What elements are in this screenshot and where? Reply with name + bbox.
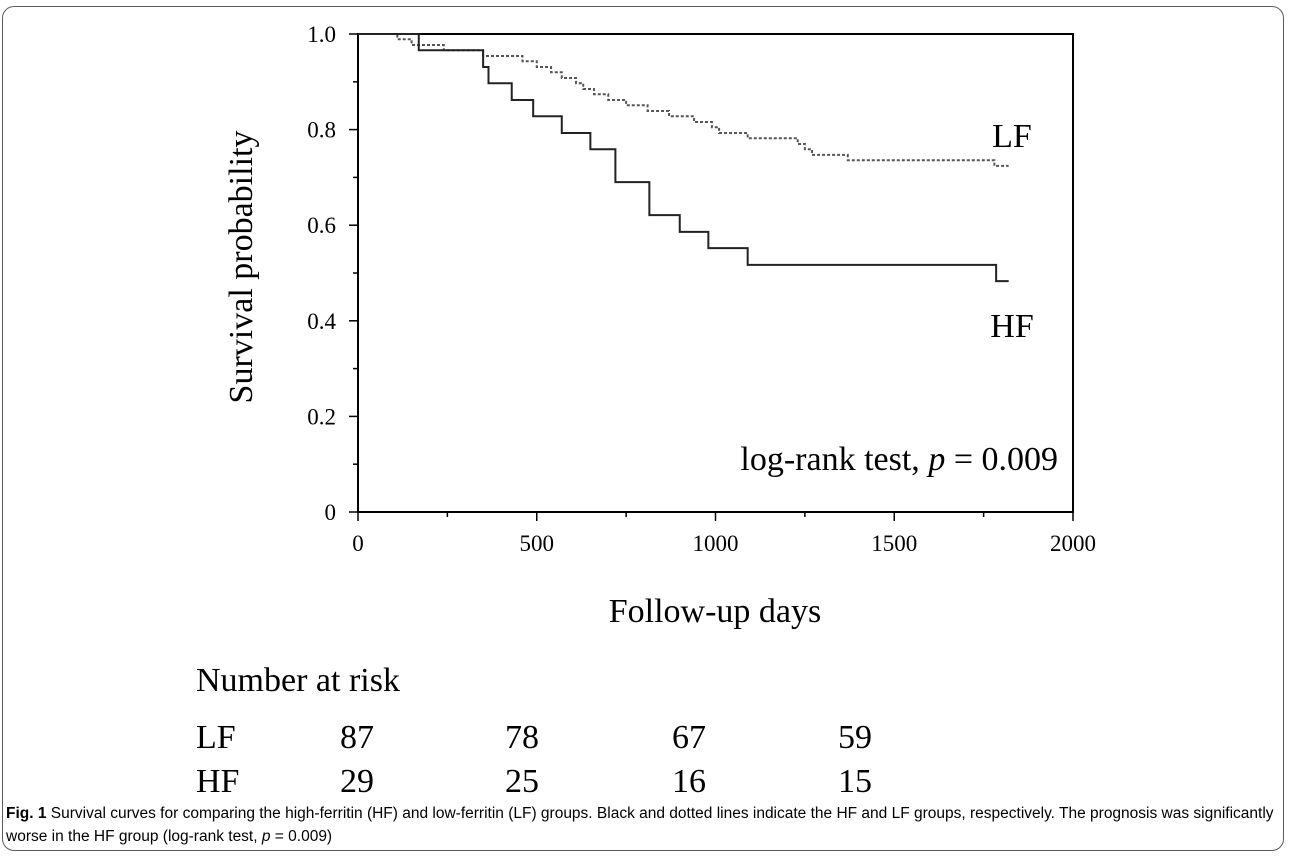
risk-value-lf-1000: 67: [672, 719, 706, 756]
y-axis-title: Survival probability: [223, 131, 260, 404]
x-tick-label: 500: [520, 531, 555, 556]
figure-number: Fig. 1: [6, 805, 47, 822]
x-tick-label: 0: [352, 531, 364, 556]
series-label-hf: HF: [990, 308, 1033, 345]
y-tick-label: 0: [325, 500, 337, 525]
x-tick-label: 2000: [1050, 531, 1096, 556]
risk-group-lf: LF: [196, 719, 236, 756]
survival-curve-hf: [358, 33, 1009, 283]
risk-value-lf-500: 78: [505, 719, 539, 756]
y-tick-label: 0.2: [307, 404, 336, 429]
risk-row-hf: HF 29 25 16 15: [196, 763, 872, 800]
y-tick-label: 1.0: [307, 22, 336, 47]
log-rank-annotation: log-rank test, p = 0.009: [740, 441, 1058, 478]
risk-value-hf-0: 29: [340, 763, 374, 800]
y-tick-label: 0.6: [307, 213, 336, 238]
annotation-suffix: = 0.009: [945, 441, 1058, 478]
risk-value-hf-1000: 16: [672, 763, 706, 800]
caption-p-symbol: p: [261, 828, 271, 845]
risk-row-lf: LF 87 78 67 59: [196, 719, 872, 756]
risk-value-hf-500: 25: [505, 763, 539, 800]
annotation-p-symbol: p: [926, 441, 945, 478]
risk-value-hf-1500: 15: [838, 763, 872, 800]
risk-value-lf-0: 87: [340, 719, 374, 756]
survival-chart: 0 500 1000 1500 2000 0 0.2 0.4 0.6 0.8 1.0 Follow-…: [196, 22, 1096, 800]
figure-caption: Fig. 1 Survival curves for comparing the…: [6, 802, 1276, 848]
caption-text: Survival curves for comparing the high-f…: [6, 805, 1274, 845]
survival-curve-lf: [358, 33, 1009, 167]
series-label-lf: LF: [992, 118, 1032, 155]
annotation-prefix: log-rank test,: [740, 441, 928, 478]
y-tick-label: 0.8: [307, 118, 336, 143]
x-tick-label: 1500: [871, 531, 917, 556]
caption-text-end: = 0.009): [270, 828, 333, 845]
figure-frame: [2, 6, 1284, 851]
risk-group-hf: HF: [196, 763, 239, 800]
x-tick-label: 1000: [693, 531, 739, 556]
y-tick-label: 0.4: [307, 309, 336, 334]
x-axis-title: Follow-up days: [609, 593, 822, 630]
risk-value-lf-1500: 59: [838, 719, 872, 756]
risk-table-title: Number at risk: [196, 662, 400, 699]
